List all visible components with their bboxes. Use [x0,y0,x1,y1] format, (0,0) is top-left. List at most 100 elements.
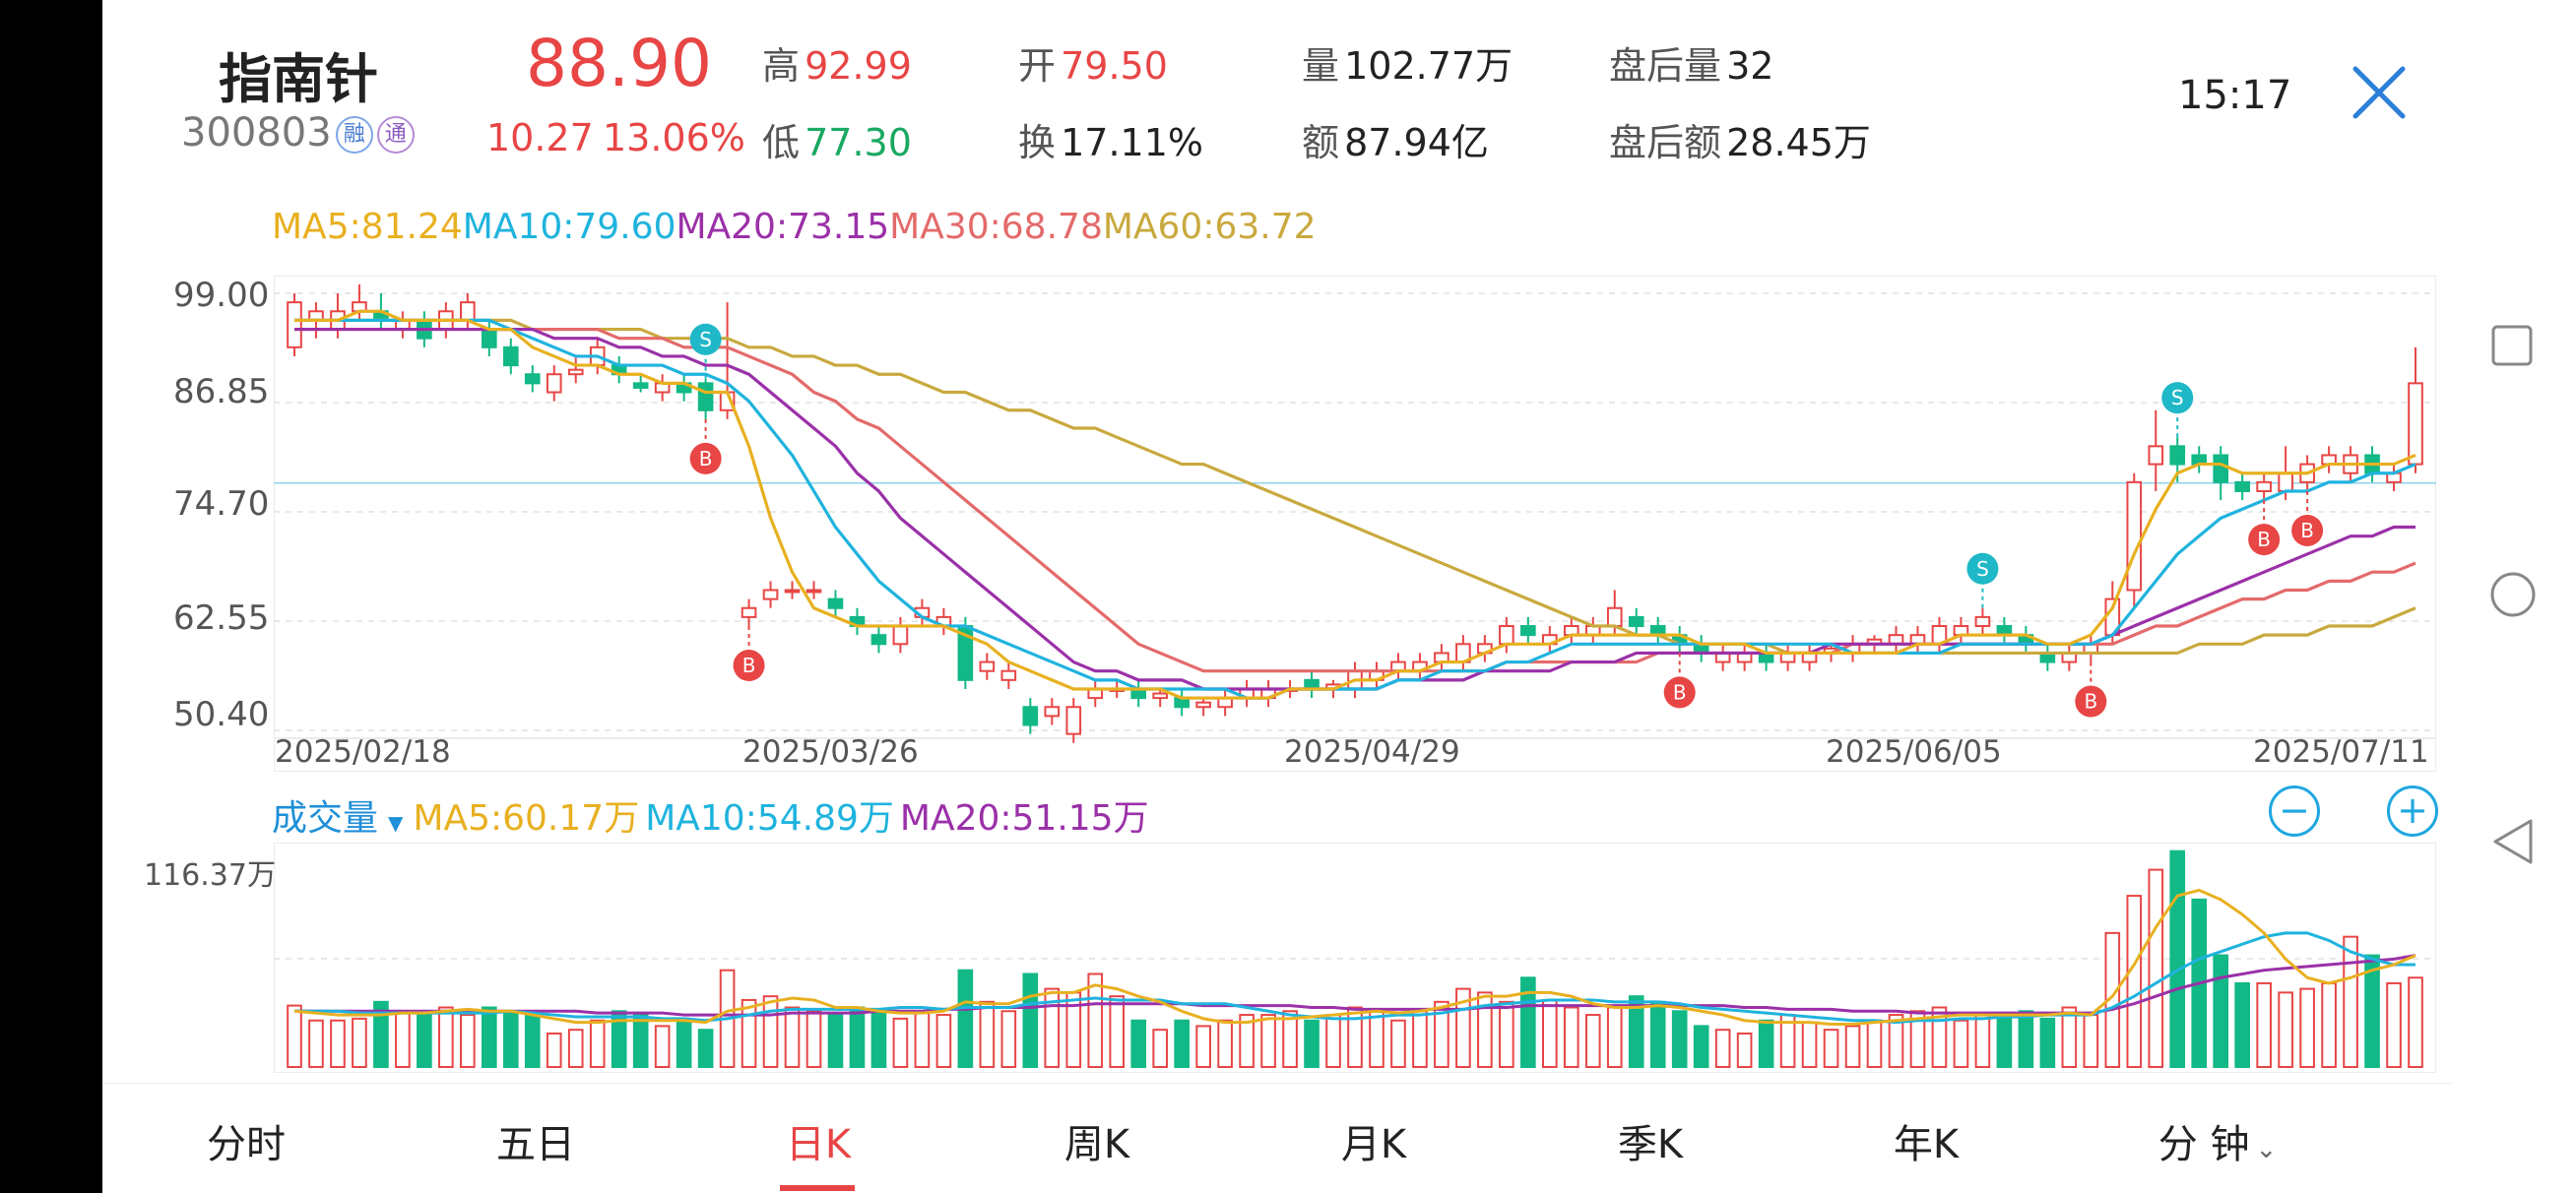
margin-trading-badge: 融 [335,116,373,154]
tab-quarterly-k[interactable]: 季K [1617,1122,1684,1167]
sell-marker: S [2161,382,2194,438]
high-price: 高 92.99 [762,44,912,88]
volume-bar [1022,973,1039,1068]
candle-body [632,382,649,389]
volume-bar [654,1025,671,1068]
candle [1022,698,1039,734]
marker-dot [689,442,722,474]
candle [1455,635,1471,671]
tab-minute[interactable]: 分 钟 ⌄ [2158,1112,2278,1169]
volume-bar [2343,935,2358,1069]
candle-body [524,373,541,385]
candle-body [460,301,476,322]
candle [2083,635,2099,662]
volume-bar [1736,1032,1753,1068]
tab-weekly-k[interactable]: 周K [1063,1122,1130,1167]
volume-bar [1520,976,1536,1068]
stock-name: 指南针 [219,48,378,110]
volume-legend: 成交量 ▼ MA5:60.17万 MA10:54.89万 MA20:51.15万 [272,789,1149,841]
circle-icon[interactable] [2489,571,2537,618]
volume-bar [1477,991,1493,1068]
volume-bar [2148,868,2164,1069]
volume-bar [2234,981,2250,1068]
volume-bar [1000,1010,1017,1068]
candle [654,374,671,402]
candle-body [481,328,497,348]
candle [827,590,844,617]
volume-chart[interactable] [274,843,2436,1073]
kline-chart[interactable]: S B B B S B S B B [274,276,2436,772]
close-icon[interactable] [2350,63,2409,122]
candle [697,378,714,419]
volume-bar [957,969,974,1068]
candle-body [762,589,779,600]
candle [1628,607,1644,636]
period-tabs [102,1083,2452,1193]
candle [524,365,541,393]
volume-max-label: 116.37万 [144,858,277,893]
volume-bar [741,998,757,1068]
zoom-in-button[interactable]: + [2387,785,2438,837]
y-tick-4: 50.40 [173,695,270,734]
volume-bar [2299,987,2315,1069]
candle [1520,616,1536,645]
volume-bar [2278,991,2293,1068]
candle [1693,635,1709,662]
dropdown-arrow-icon[interactable]: ▼ [388,811,404,835]
low-price: 低 77.30 [762,121,912,164]
volume-title[interactable]: 成交量 [272,798,379,839]
candle-body [1520,625,1536,637]
volume-bar [417,1010,432,1068]
candle [1714,644,1731,671]
volume-bar [2408,976,2423,1068]
candle-body [2148,445,2164,466]
candle [330,293,346,339]
price-change: 10.27 [486,116,594,159]
candle [2169,437,2186,482]
y-tick-3: 62.55 [173,598,270,638]
volume-bar [827,1014,844,1069]
marker-label: B [699,447,713,471]
candle [2408,346,2423,473]
square-icon[interactable] [2491,325,2533,366]
candle [287,293,302,356]
volume-bar [2213,954,2229,1068]
volume-bar [1953,1019,1969,1068]
volume-bar [2364,954,2380,1068]
volume-bar [1801,1021,1818,1069]
tab-five-day[interactable]: 五日 [496,1122,575,1167]
candle [1412,653,1428,680]
candle-body [2213,454,2229,483]
candle [1087,679,1104,708]
volume-bar [1109,995,1126,1068]
ma10-line [293,318,2416,700]
candle-body [2234,480,2250,492]
marker-dot [2075,685,2107,718]
volume-bar [676,1019,692,1068]
candle-body [870,634,887,646]
tab-yearly-k[interactable]: 年K [1893,1122,1960,1167]
volume-bar [914,1010,931,1068]
y-tick-0: 99.00 [173,276,270,315]
buy-marker: B [689,418,722,474]
ma5-line [293,309,2416,700]
back-triangle-icon[interactable] [2491,817,2535,866]
volume-bar [2321,981,2337,1068]
tab-daily-k[interactable]: 日K [785,1122,852,1167]
connect-badge: 通 [376,116,415,154]
ma30-legend: MA30:68.78 [889,207,1103,247]
stock-code-row: 300803 融通 [181,110,415,156]
volume-bar [1974,1014,1991,1069]
volume-bar [2386,981,2402,1068]
tab-monthly-k[interactable]: 月K [1340,1122,1407,1167]
zoom-out-button[interactable]: − [2269,785,2320,837]
marker-label: B [2084,690,2097,714]
volume-bar [1434,1000,1449,1068]
tab-intraday[interactable]: 分时 [207,1122,286,1167]
marker-label: B [2300,519,2314,542]
candle [1888,626,1904,654]
buy-marker: B [733,626,765,682]
volume-ma20-line [293,954,2416,1017]
volume-bar [870,1010,887,1068]
candle [1195,698,1211,717]
